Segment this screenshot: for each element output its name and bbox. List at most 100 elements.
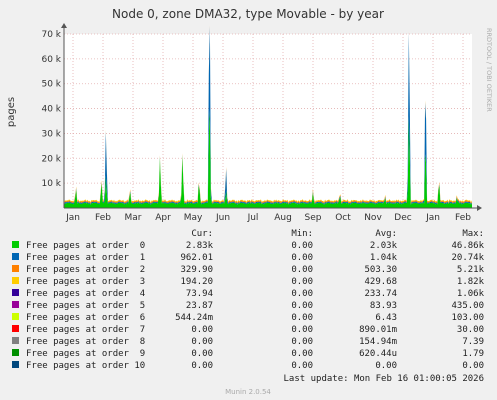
legend-min-value: 0.00 (291, 301, 313, 311)
x-tick-label: Feb (95, 213, 111, 223)
legend-max-value: 46.86k (451, 241, 484, 251)
legend-max-value: 1.06k (457, 289, 485, 299)
x-tick-label: Jan (425, 213, 440, 223)
legend-avg-value: 503.30 (364, 265, 397, 275)
legend-swatch (12, 265, 19, 272)
legend-max-value: 103.00 (451, 313, 484, 323)
x-tick-label: Oct (335, 213, 351, 223)
legend-cur-value: 73.94 (186, 289, 213, 299)
legend-max-value: 7.39 (462, 337, 484, 347)
legend-swatch (12, 253, 19, 260)
legend-min-value: 0.00 (291, 361, 313, 371)
x-tick-label: Sep (305, 213, 322, 223)
x-tick-label: Dec (394, 213, 411, 223)
legend-min-value: 0.00 (291, 253, 313, 263)
legend-cur-value: 0.00 (191, 325, 213, 335)
header-cur: Cur: (191, 229, 213, 239)
legend-series-name: Free pages at order 1 (26, 253, 145, 263)
x-tick-label: Jan (65, 213, 80, 223)
y-tick-label: 40 k (41, 105, 61, 115)
legend-series-name: Free pages at order 5 (26, 301, 145, 311)
x-tick-label: Jun (215, 213, 230, 223)
legend-series-name: Free pages at order 7 (26, 325, 145, 335)
legend-swatch (12, 289, 19, 296)
legend-cur-value: 194.20 (180, 277, 213, 287)
legend-min-value: 0.00 (291, 349, 313, 359)
legend-avg-value: 2.03k (370, 241, 398, 251)
header-avg: Avg: (375, 229, 397, 239)
legend-swatch (12, 349, 19, 356)
legend-avg-value: 429.68 (364, 277, 397, 287)
y-tick-label: 20 k (41, 154, 61, 164)
legend: Free pages at order 0 2.83k 0.00 2.03k 46.86… (12, 241, 485, 371)
legend-cur-value: 23.87 (186, 301, 213, 311)
y-tick-label: 10 k (41, 179, 61, 189)
legend-cur-value: 0.00 (191, 349, 213, 359)
plot-background (64, 34, 472, 208)
legend-series-name: Free pages at order 4 (26, 289, 145, 299)
legend-min-value: 0.00 (291, 313, 313, 323)
legend-cur-value: 0.00 (191, 337, 213, 347)
legend-cur-value: 0.00 (191, 361, 213, 371)
legend-swatch (12, 337, 19, 344)
plot-area: 10 k 20 k 30 k 40 k 50 k 60 k 70 k Jan Feb Mar Apr… (41, 23, 482, 223)
legend-max-value: 1.79 (462, 349, 484, 359)
legend-max-value: 1.82k (457, 277, 485, 287)
x-tick-label: May (184, 213, 203, 223)
legend-series-name: Free pages at order 0 (26, 241, 145, 251)
y-tick-label: 70 k (41, 30, 61, 40)
legend-min-value: 0.00 (291, 277, 313, 287)
legend-swatch (12, 277, 19, 284)
legend-min-value: 0.00 (291, 289, 313, 299)
header-min: Min: (291, 229, 313, 239)
legend-min-value: 0.00 (291, 265, 313, 275)
x-axis-arrow (477, 205, 482, 211)
legend-avg-value: 890.01m (359, 325, 397, 335)
legend-avg-value: 1.04k (370, 253, 398, 263)
legend-avg-value: 154.94m (359, 337, 397, 347)
legend-series-name: Free pages at order 9 (26, 349, 145, 359)
x-tick-label: Nov (364, 213, 382, 223)
header-max: Max: (462, 229, 484, 239)
legend-cur-value: 2.83k (186, 241, 214, 251)
x-tick-label: Jul (247, 213, 259, 223)
legend-series-name: Free pages at order 3 (26, 277, 145, 287)
y-axis-label: pages (6, 97, 17, 127)
x-tick-label: Aug (274, 213, 292, 223)
legend-max-value: 30.00 (457, 325, 484, 335)
legend-min-value: 0.00 (291, 241, 313, 251)
legend-cur-value: 962.01 (180, 253, 213, 263)
legend-max-value: 0.00 (462, 361, 484, 371)
legend-avg-value: 0.00 (375, 361, 397, 371)
legend-swatch (12, 361, 19, 368)
legend-swatch (12, 313, 19, 320)
legend-swatch (12, 325, 19, 332)
legend-min-value: 0.00 (291, 337, 313, 347)
legend-min-value: 0.00 (291, 325, 313, 335)
legend-max-value: 5.21k (457, 265, 485, 275)
chart-title: Node 0, zone DMA32, type Movable - by ye… (112, 7, 384, 21)
legend-max-value: 20.74k (451, 253, 484, 263)
x-tick-label: Apr (155, 213, 171, 223)
y-tick-label: 60 k (41, 55, 61, 65)
x-tick-label: Feb (455, 213, 471, 223)
legend-avg-value: 83.93 (370, 301, 397, 311)
legend-swatch (12, 241, 19, 248)
y-axis-arrow (61, 23, 67, 28)
last-update: Last update: Mon Feb 16 01:00:05 2026 (284, 374, 484, 384)
footer-version: Munin 2.0.54 (225, 388, 271, 396)
legend-series-name: Free pages at order 2 (26, 265, 145, 275)
legend-avg-value: 233.74 (364, 289, 397, 299)
legend-series-name: Free pages at order 10 (26, 361, 145, 371)
legend-cur-value: 544.24m (175, 313, 213, 323)
legend-series-name: Free pages at order 8 (26, 337, 145, 347)
rrdtool-side-label: RRDTOOL / TOBI OETIKER (485, 28, 493, 112)
x-tick-label: Mar (125, 213, 142, 223)
y-tick-label: 30 k (41, 129, 61, 139)
legend-swatch (12, 301, 19, 308)
legend-avg-value: 6.43 (375, 313, 397, 323)
legend-max-value: 435.00 (451, 301, 484, 311)
legend-cur-value: 329.90 (180, 265, 213, 275)
legend-series-name: Free pages at order 6 (26, 313, 145, 323)
